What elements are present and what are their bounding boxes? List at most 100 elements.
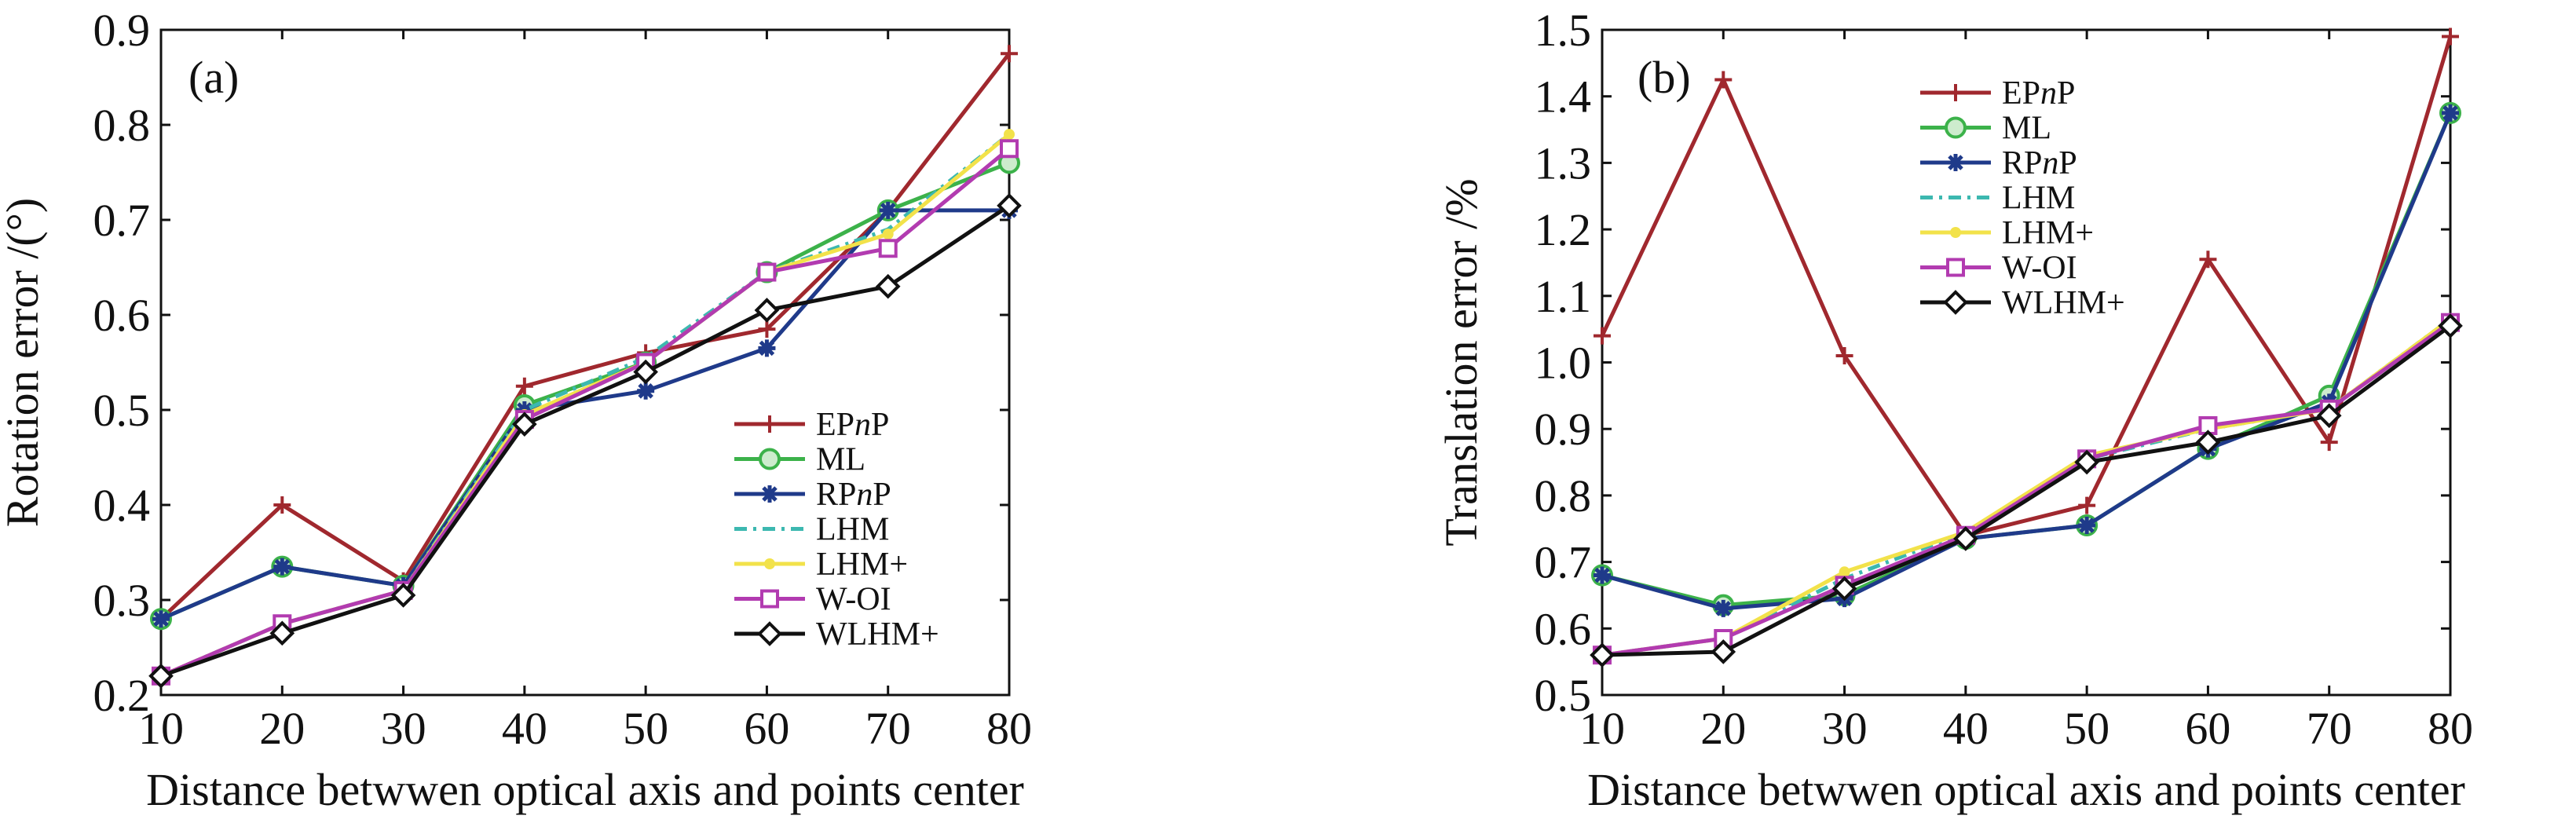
legend-label: ML [2002,111,2051,147]
legend-marker [1945,116,1967,139]
data-point [637,382,655,400]
x-tick-label: 50 [623,703,668,754]
data-point [758,339,776,357]
data-point [2320,433,2338,452]
data-point [1711,639,1736,664]
x-tick-label: 10 [138,703,184,754]
y-axis-label: Translation error /% [1436,178,1487,546]
panel-label: (a) [188,52,239,103]
legend-marker [1950,227,1961,238]
y-axis-label: Rotation error /(°) [0,198,48,527]
data-point [390,583,416,608]
y-tick-label: 1.3 [1535,137,1592,188]
x-tick-label: 50 [2064,703,2109,754]
y-tick-label: 0.9 [1535,404,1592,455]
series-line [160,208,1009,621]
data-point [273,496,291,514]
series-line [159,52,1011,621]
legend-marker [759,448,781,470]
data-point [2078,517,2096,535]
y-tick-label: 1.4 [1535,71,1592,123]
data-point [1594,566,1611,584]
y-tick-label: 0.6 [1535,603,1592,654]
data-point [754,298,780,323]
x-axis-label: Distance betwwen optical axis and points… [146,764,1024,815]
series-line [1601,324,2452,657]
x-axis-label: Distance betwwen optical axis and points… [1587,764,2465,815]
data-point [878,239,898,258]
legend-label: W-OI [816,582,891,618]
data-point [2316,403,2342,429]
x-tick-label: 30 [381,703,426,754]
series-line [160,203,1011,679]
y-tick-label: 0.7 [93,195,151,246]
x-tick-label: 70 [865,703,911,754]
x-tick-label: 80 [986,703,1032,754]
data-point [2442,27,2459,46]
data-point [1000,139,1019,159]
x-tick-label: 40 [502,703,547,754]
data-point [2195,430,2221,455]
legend-marker [1947,84,1964,101]
x-tick-label: 20 [1700,703,1746,754]
x-tick-label: 70 [2307,703,2352,754]
data-point [1001,45,1018,63]
series-line [1601,320,2452,657]
data-point [757,262,777,282]
legend-label: RPnP [816,477,891,513]
series-wlhm-plus [148,193,1022,689]
data-point [1714,599,1733,617]
series-line [160,147,1011,679]
legend-label: ML [816,442,865,478]
data-point [1831,576,1857,602]
translation-chart: 10 20 30 40 50 60 70 80 0.5 0.6 0.7 0.8 0.9 1.0 1.1 1.2… [1436,5,2473,815]
legend-label: WLHM+ [816,616,939,653]
data-point [515,377,533,395]
y-tick-label: 0.6 [93,290,151,341]
legend-marker [1946,258,1965,277]
data-point [758,320,776,338]
data-point [1714,71,1733,89]
legend-marker [760,589,779,609]
legend-label: W-OI [2002,251,2077,287]
data-point [997,193,1022,218]
legend-label: WLHM+ [2002,285,2125,321]
legend-label: RPnP [2002,145,2077,181]
plot-frame [159,28,1011,697]
y-tick-label: 1.5 [1535,5,1592,56]
x-tick-label: 60 [744,703,789,754]
y-tick-label: 1.2 [1535,204,1592,255]
data-point [1590,642,1615,668]
legend-marker [764,558,775,569]
rotation-chart: 10 20 30 40 50 60 70 80 0.2 0.3 0.4 0.5 0.6 0.7 0.8 0.9… [0,5,1032,815]
x-tick-label: 10 [1579,703,1625,754]
data-point [269,620,295,646]
legend-label: LHM [2002,181,2075,217]
data-point [2438,313,2463,338]
y-tick-label: 1.1 [1535,271,1592,322]
legend-marker [761,485,778,503]
data-point [273,558,291,576]
data-point [512,412,537,437]
legend-marker [761,415,778,433]
data-point [1839,566,1850,578]
y-tick-label: 0.5 [1535,670,1592,721]
data-point [1004,129,1015,141]
data-point [2199,251,2217,269]
y-tick-label: 0.2 [93,670,151,721]
legend-label: LHM+ [816,547,908,583]
data-point [633,359,658,385]
series-wlhm-plus [1590,313,2463,668]
y-tick-label: 0.8 [93,100,151,151]
y-tick-label: 0.7 [1535,537,1592,588]
y-tick-label: 0.3 [93,575,151,626]
data-point [875,273,901,299]
legend-marker [757,621,782,646]
legend-label: LHM+ [2002,215,2094,251]
x-tick-label: 30 [1822,703,1868,754]
legend-label: EPnP [816,407,889,443]
data-point [2442,104,2459,122]
data-point [1594,327,1611,345]
